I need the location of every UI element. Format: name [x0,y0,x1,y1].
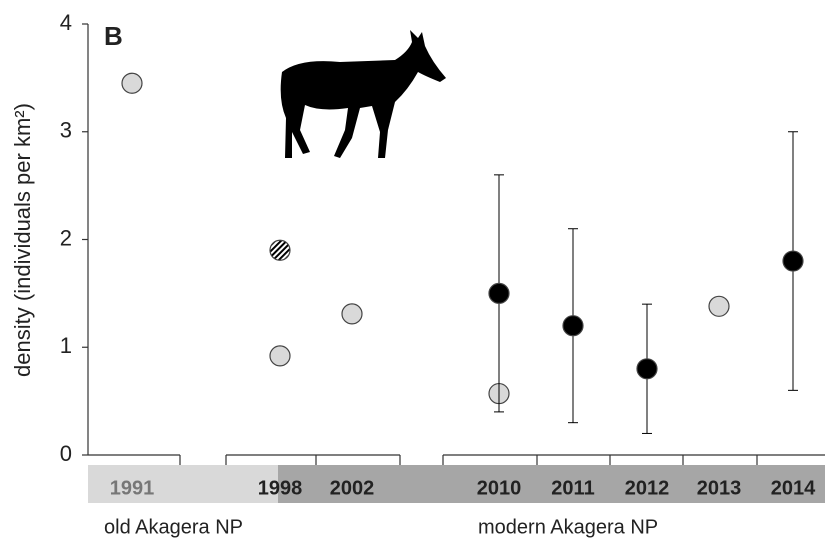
x-axis [87,24,825,465]
y-tick-label: 2 [60,225,72,250]
point [782,250,804,272]
panel-label: B [104,21,123,51]
x-tick-label: 2002 [330,477,375,499]
point [341,303,363,325]
point [488,282,510,304]
point [636,358,658,380]
x-tick-label: 2011 [551,477,594,499]
point [121,72,143,94]
x-tick-label: 2013 [697,477,742,499]
point [708,295,730,317]
point [269,239,291,261]
old-period-band [88,465,278,503]
point [269,345,291,367]
y-tick-label: 0 [60,441,72,466]
modern-period-band [278,465,825,503]
point [562,315,584,337]
y-tick-label: 3 [60,118,72,143]
y-tick-label: 4 [60,10,72,35]
x-tick-label: 2014 [771,477,816,499]
x-tick-label: 1991 [110,477,155,499]
y-axis-label: density (individuals per km²) [10,103,35,377]
animal-silhouette [280,30,446,158]
period-label: modern Akagera NP [478,516,658,538]
x-tick-label: 1998 [258,477,303,499]
x-tick-label: 2012 [625,477,670,499]
x-tick-label: 2010 [477,477,522,499]
period-label: old Akagera NP [104,516,243,538]
y-tick-label: 1 [60,333,72,358]
